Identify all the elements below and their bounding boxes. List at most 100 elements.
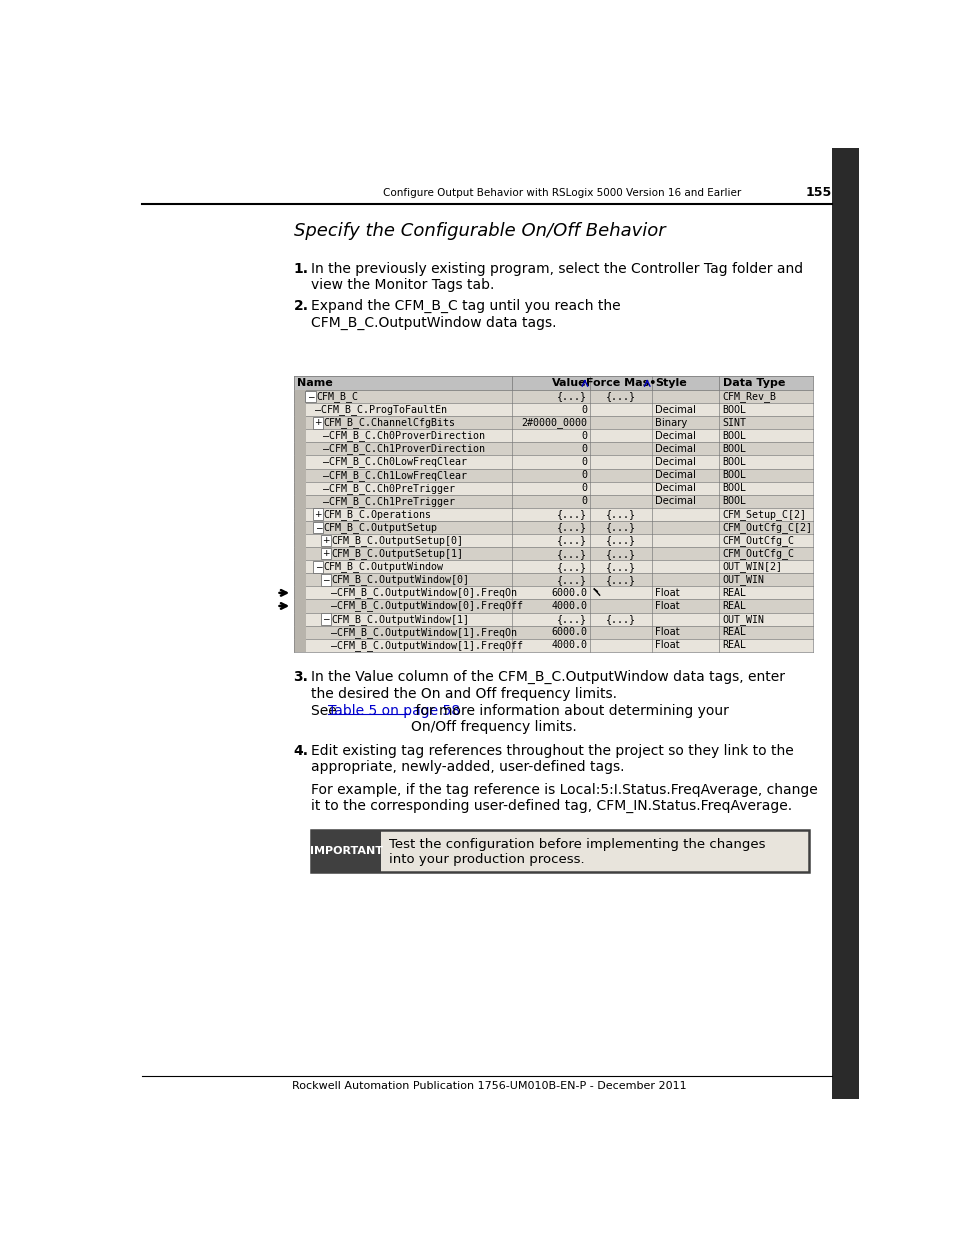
Text: CFM_B_C.OutputWindow: CFM_B_C.OutputWindow — [323, 561, 443, 572]
Bar — [294, 521, 306, 534]
Text: Data Type: Data Type — [721, 378, 784, 388]
Text: CFM_B_C.OutputWindow[1]: CFM_B_C.OutputWindow[1] — [332, 614, 469, 625]
Bar — [294, 482, 812, 495]
Bar — [294, 561, 306, 573]
Text: CFM_B_C.OutputSetup[0]: CFM_B_C.OutputSetup[0] — [332, 535, 463, 546]
Text: BOOL: BOOL — [721, 443, 746, 454]
Bar — [294, 495, 306, 508]
Text: 2#0000_0000: 2#0000_0000 — [520, 417, 587, 429]
Text: CFM_B_C.OutputSetup: CFM_B_C.OutputSetup — [323, 522, 437, 532]
Text: {...}: {...} — [557, 562, 587, 572]
Text: BOOL: BOOL — [721, 457, 746, 467]
Bar — [381, 830, 808, 872]
Text: CFM_B_C.Operations: CFM_B_C.Operations — [323, 509, 432, 520]
Text: for more information about determining your
On/Off frequency limits.: for more information about determining y… — [411, 704, 728, 735]
Text: Decimal: Decimal — [655, 483, 695, 493]
Bar — [294, 638, 812, 652]
Bar — [311, 830, 381, 872]
Bar — [294, 430, 306, 442]
Bar — [294, 403, 306, 416]
Text: Binary: Binary — [655, 417, 686, 427]
Bar — [294, 456, 306, 468]
Text: –CFM_B_C.Ch1ProverDirection: –CFM_B_C.Ch1ProverDirection — [323, 443, 484, 454]
Text: CFM_Rev_B: CFM_Rev_B — [721, 391, 776, 401]
Text: CFM_OutCfg_C: CFM_OutCfg_C — [721, 548, 794, 559]
Text: {...}: {...} — [557, 548, 587, 558]
Text: SINT: SINT — [721, 417, 746, 427]
Bar — [294, 468, 812, 482]
Text: In the previously existing program, select the Controller Tag folder and
view th: In the previously existing program, sele… — [311, 262, 802, 293]
Bar — [294, 638, 306, 652]
Text: Force Mas•: Force Mas• — [585, 378, 656, 388]
Bar — [294, 599, 306, 613]
Text: CFM_OutCfg_C: CFM_OutCfg_C — [721, 535, 794, 546]
Bar — [294, 613, 306, 626]
Text: IMPORTANT: IMPORTANT — [310, 846, 382, 856]
Text: For example, if the tag reference is Local:5:I.Status.FreqAverage, change
it to : For example, if the tag reference is Loc… — [311, 783, 818, 813]
Text: 3.: 3. — [294, 671, 308, 684]
Text: CFM_B_C.OutputSetup[1]: CFM_B_C.OutputSetup[1] — [332, 548, 463, 559]
Text: −: − — [314, 562, 322, 572]
Text: {...}: {...} — [605, 536, 635, 546]
Text: 4000.0: 4000.0 — [551, 640, 587, 651]
Text: {...}: {...} — [557, 522, 587, 532]
Text: CFM_B_C.OutputWindow[0]: CFM_B_C.OutputWindow[0] — [332, 574, 469, 585]
Bar — [294, 573, 812, 587]
Text: Specify the Configurable On/Off Behavior: Specify the Configurable On/Off Behavior — [294, 222, 664, 241]
Text: OUT_WIN[2]: OUT_WIN[2] — [721, 561, 781, 572]
Text: BOOL: BOOL — [721, 471, 746, 480]
Text: Table 5 on page 58: Table 5 on page 58 — [328, 704, 459, 718]
Text: 0: 0 — [580, 471, 587, 480]
Text: Float: Float — [655, 640, 679, 651]
Bar — [294, 561, 812, 573]
Text: Test the configuration before implementing the changes
into your production proc: Test the configuration before implementi… — [389, 839, 764, 866]
Text: +: + — [314, 510, 322, 519]
Text: Decimal: Decimal — [655, 457, 695, 467]
Text: {...}: {...} — [557, 574, 587, 585]
Text: REAL: REAL — [721, 588, 746, 598]
Bar — [831, 148, 858, 1099]
Text: Decimal: Decimal — [655, 443, 695, 454]
Text: 4000.0: 4000.0 — [551, 601, 587, 611]
Text: {...}: {...} — [557, 536, 587, 546]
Text: Value: Value — [551, 378, 586, 388]
Text: CFM_OutCfg_C[2]: CFM_OutCfg_C[2] — [721, 522, 812, 532]
Text: –CFM_B_C.OutputWindow[0].FreqOff: –CFM_B_C.OutputWindow[0].FreqOff — [331, 600, 522, 611]
Text: 2.: 2. — [294, 299, 309, 314]
Text: 4.: 4. — [294, 745, 309, 758]
Text: {...}: {...} — [557, 614, 587, 624]
Text: {...}: {...} — [605, 574, 635, 585]
Bar — [294, 547, 812, 561]
Text: CFM_B_C.ChannelCfgBits: CFM_B_C.ChannelCfgBits — [323, 417, 456, 429]
Text: Decimal: Decimal — [655, 496, 695, 506]
Text: +: + — [314, 419, 322, 427]
Text: BOOL: BOOL — [721, 496, 746, 506]
Text: 1.: 1. — [294, 262, 309, 277]
Text: 0: 0 — [580, 483, 587, 493]
Bar — [294, 430, 812, 442]
Text: Name: Name — [296, 378, 333, 388]
Text: See: See — [311, 704, 341, 718]
Text: 0: 0 — [580, 405, 587, 415]
Bar — [294, 403, 812, 416]
Text: {...}: {...} — [605, 391, 635, 401]
Text: Decimal: Decimal — [655, 471, 695, 480]
Bar — [294, 599, 812, 613]
Text: +: + — [322, 536, 330, 545]
Bar — [294, 626, 812, 638]
Bar — [294, 390, 812, 403]
Text: 155: 155 — [805, 186, 831, 199]
Text: Decimal: Decimal — [655, 431, 695, 441]
Text: {...}: {...} — [605, 614, 635, 624]
Text: 0: 0 — [580, 496, 587, 506]
Text: OUT_WIN: OUT_WIN — [721, 574, 763, 585]
Bar — [294, 495, 812, 508]
Text: REAL: REAL — [721, 601, 746, 611]
Bar — [294, 456, 812, 468]
Text: –CFM_B_C.OutputWindow[1].FreqOn: –CFM_B_C.OutputWindow[1].FreqOn — [331, 626, 517, 637]
Text: Float: Float — [655, 627, 679, 637]
Text: In the Value column of the CFM_B_C.OutputWindow data tags, enter
the desired the: In the Value column of the CFM_B_C.Outpu… — [311, 671, 784, 700]
Text: –CFM_B_C.Ch0PreTrigger: –CFM_B_C.Ch0PreTrigger — [323, 483, 455, 494]
Text: 0: 0 — [580, 431, 587, 441]
Text: {...}: {...} — [605, 562, 635, 572]
